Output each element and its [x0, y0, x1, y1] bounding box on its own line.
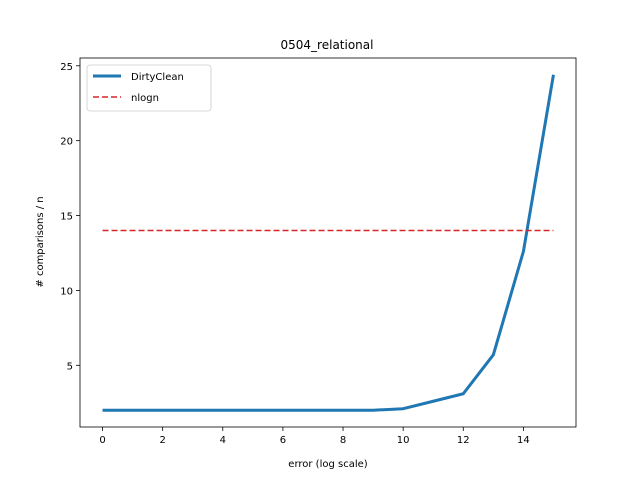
plot-area [102, 74, 555, 412]
x-tick-label: 14 [517, 435, 530, 446]
y-tick-label: 15 [60, 212, 73, 223]
chart-title: 0504_relational [281, 38, 374, 52]
legend-label-0: DirtyClean [131, 72, 184, 83]
y-tick-label: 20 [60, 137, 73, 148]
x-tick-label: 12 [457, 435, 470, 446]
x-axis: 0 2 4 6 8 10 12 14 [99, 427, 530, 446]
y-axis: 5 10 15 20 25 [60, 62, 80, 372]
y-tick-label: 25 [60, 62, 73, 73]
y-axis-label: # comparisons / n [35, 196, 46, 287]
x-tick-label: 6 [280, 435, 286, 446]
x-axis-label: error (log scale) [288, 459, 367, 470]
x-tick-label: 8 [340, 435, 346, 446]
axes-frame [79, 57, 577, 428]
series-line-0 [102, 74, 555, 412]
x-tick-label: 10 [397, 435, 410, 446]
legend-label-1: nlogn [131, 93, 159, 104]
y-tick-label: 5 [67, 361, 73, 372]
legend: DirtyClean nlogn [86, 64, 212, 112]
x-tick-label: 2 [159, 435, 165, 446]
y-tick-label: 10 [60, 286, 73, 297]
x-tick-label: 0 [99, 435, 105, 446]
x-tick-label: 4 [220, 435, 226, 446]
